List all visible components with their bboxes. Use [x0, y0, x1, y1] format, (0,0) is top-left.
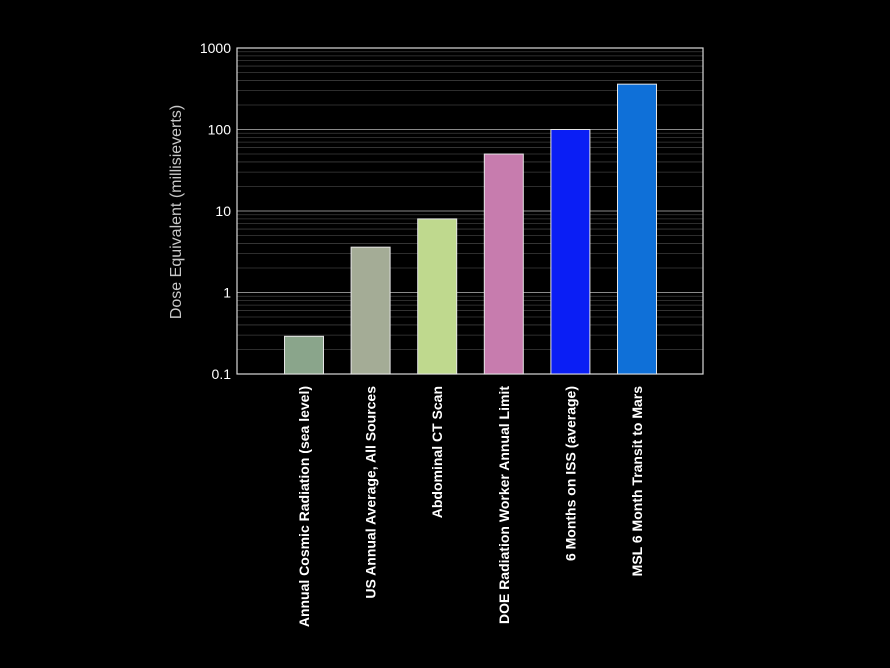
bar — [284, 335, 324, 375]
y-tick-label: 100 — [208, 122, 232, 138]
plot-frame — [236, 47, 704, 375]
y-tick-label: 1000 — [200, 40, 231, 56]
x-tick-label: Annual Cosmic Radiation (sea level) — [296, 386, 312, 627]
y-tick-label: 10 — [215, 203, 231, 219]
x-tick-label: Abdominal CT Scan — [429, 386, 445, 518]
x-tick-labels: Annual Cosmic Radiation (sea level) US An… — [296, 386, 645, 627]
x-tick-label: DOE Radiation Worker Annual Limit — [496, 386, 512, 624]
bar — [417, 218, 458, 375]
y-axis-label: Dose Equivalent (millisieverts) — [168, 105, 185, 319]
y-tick-label: 1 — [223, 285, 231, 301]
bar — [617, 83, 657, 375]
y-tick-labels: 0.1 1 10 100 1000 — [200, 40, 231, 382]
bars — [284, 83, 657, 375]
bar — [483, 153, 524, 375]
x-tick-label: 6 Months on ISS (average) — [562, 386, 578, 561]
y-tick-label: 0.1 — [212, 366, 232, 382]
bar — [350, 246, 391, 375]
x-tick-label: US Annual Average, All Sources — [363, 386, 379, 599]
bar — [550, 129, 591, 375]
x-tick-label: MSL 6 Month Transit to Mars — [629, 386, 645, 577]
